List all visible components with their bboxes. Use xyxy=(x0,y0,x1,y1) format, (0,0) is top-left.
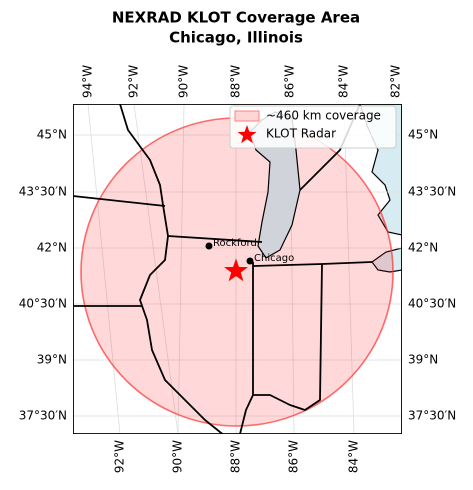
border xyxy=(167,235,263,243)
bottom-tick-label: 88°W xyxy=(229,440,243,473)
top-tick-label: 94°W xyxy=(81,65,95,98)
grid-line xyxy=(177,104,185,434)
city-dot xyxy=(246,257,254,265)
top-tick-label: 82°W xyxy=(389,65,403,98)
right-tick-label: 39°N xyxy=(408,353,438,367)
left-tick-label: 39°N xyxy=(37,353,67,367)
border xyxy=(253,263,323,411)
border xyxy=(119,104,169,237)
border xyxy=(73,195,166,207)
top-tick-label: 86°W xyxy=(283,65,297,98)
grid-line xyxy=(87,104,121,434)
right-tick-label: 40°30′N xyxy=(408,297,456,311)
city-dot xyxy=(205,242,213,250)
border xyxy=(239,262,254,434)
right-tick-label: 37°30′N xyxy=(408,409,456,423)
top-tick-label: 88°W xyxy=(229,65,243,98)
left-tick-label: 40°30′N xyxy=(19,297,67,311)
city-label: Chicago xyxy=(254,253,294,264)
left-tick-label: 45°N xyxy=(37,128,67,142)
grid-line xyxy=(343,104,355,434)
subtitle: Chicago, Illinois xyxy=(169,29,303,47)
legend-label: KLOT Radar xyxy=(266,127,336,141)
city-label: Rockford xyxy=(213,238,257,249)
bottom-tick-label: 86°W xyxy=(287,440,301,473)
left-tick-label: 43°30′N xyxy=(19,185,67,199)
bottom-tick-label: 90°W xyxy=(171,440,185,473)
map-body: Rockford Chicago xyxy=(73,104,402,434)
right-tick-label: 42°N xyxy=(408,241,438,255)
top-tick-label: 84°W xyxy=(337,65,351,98)
legend-label: ~460 km coverage xyxy=(266,109,381,123)
bottom-tick-label: 84°W xyxy=(347,440,361,473)
right-tick-label: 43°30′N xyxy=(408,185,456,199)
lake-erie xyxy=(371,247,402,273)
legend-marker xyxy=(237,125,257,144)
legend-swatch xyxy=(234,110,260,122)
right-tick-label: 45°N xyxy=(408,128,438,142)
radar-marker xyxy=(224,258,248,282)
top-tick-label: 92°W xyxy=(127,65,141,98)
title: NEXRAD KLOT Coverage Area xyxy=(112,9,360,27)
legend-box xyxy=(229,105,397,149)
bottom-tick-label: 92°W xyxy=(113,440,127,473)
top-tick-label: 90°W xyxy=(177,65,191,98)
left-tick-label: 42°N xyxy=(37,241,67,255)
border xyxy=(139,235,224,434)
legend: ~460 km coverage KLOT Radar xyxy=(229,105,397,149)
left-tick-label: 37°30′N xyxy=(19,409,67,423)
state-borders xyxy=(73,104,402,434)
